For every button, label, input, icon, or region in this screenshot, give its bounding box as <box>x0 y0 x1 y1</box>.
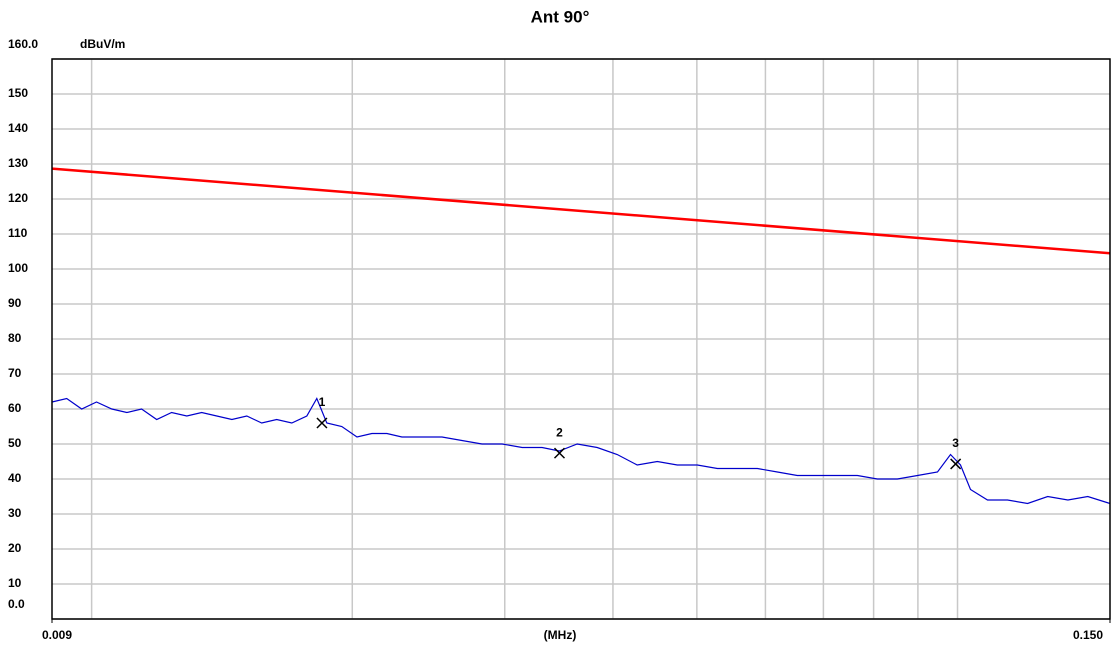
y-tick-label: 10 <box>8 576 22 590</box>
marker-label: 2 <box>556 425 563 439</box>
y-tick-label: 0.0 <box>8 597 25 611</box>
marker <box>553 447 566 459</box>
y-tick-label: 20 <box>8 541 22 555</box>
y-tick-label: 50 <box>8 436 22 450</box>
y-tick-label: 40 <box>8 471 22 485</box>
y-tick-label: 160.0 <box>8 37 38 51</box>
line-series <box>51 167 1111 255</box>
plot-border <box>51 58 1111 620</box>
x-tick-label: 0.150 <box>1073 628 1103 642</box>
y-tick-label: 110 <box>8 226 28 240</box>
chart-title: Ant 90° <box>531 7 590 26</box>
y-tick-label: 120 <box>8 191 28 205</box>
y-tick-label: 70 <box>8 366 22 380</box>
marker <box>316 417 328 429</box>
x-tick-label: 0.009 <box>42 628 72 642</box>
y-tick-label: 90 <box>8 296 22 310</box>
marker <box>950 458 962 470</box>
line-series <box>51 397 1111 505</box>
y-tick-label: 140 <box>8 121 28 135</box>
marker-label: 3 <box>952 436 959 450</box>
y-tick-label: 80 <box>8 331 22 345</box>
y-tick-label: 100 <box>8 261 28 275</box>
y-tick-label: 60 <box>8 401 22 415</box>
y-tick-label: 130 <box>8 156 28 170</box>
y-tick-label: 30 <box>8 506 22 520</box>
x-axis-label: (MHz) <box>544 628 577 642</box>
y-tick-label: 150 <box>8 86 28 100</box>
y-unit: dBuV/m <box>80 37 125 51</box>
marker-label: 1 <box>319 395 326 409</box>
